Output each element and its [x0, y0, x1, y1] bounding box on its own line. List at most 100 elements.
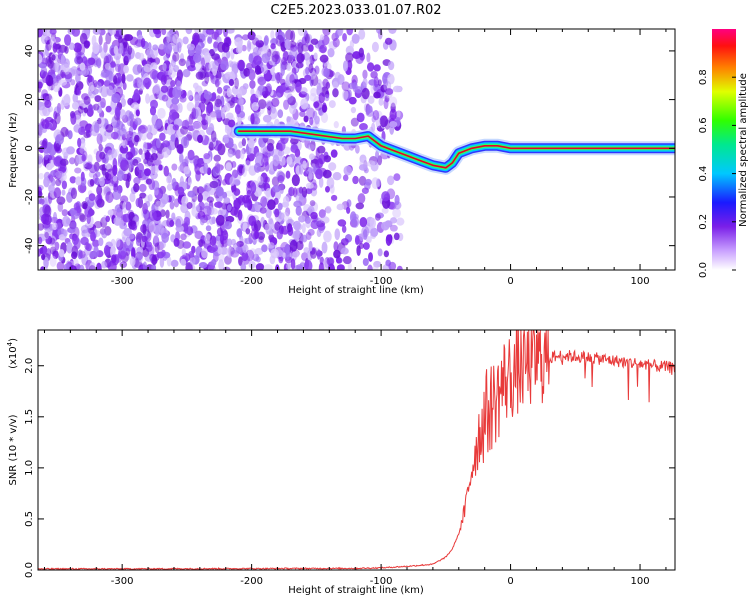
- noise-blob: [241, 44, 247, 52]
- noise-blob: [216, 29, 223, 36]
- noise-blob: [214, 98, 222, 108]
- noise-blob: [387, 175, 395, 186]
- noise-blob: [70, 79, 76, 86]
- noise-blob: [304, 216, 312, 224]
- noise-blob: [290, 137, 299, 145]
- noise-blob: [71, 69, 80, 76]
- noise-blob: [177, 41, 182, 53]
- colorbar-tick-label: 0.4: [698, 166, 709, 182]
- noise-blob: [133, 176, 141, 185]
- noise-blob: [44, 231, 49, 239]
- figure-title: C2E5.2023.033.01.07.R02: [270, 3, 441, 18]
- noise-blob: [234, 104, 241, 115]
- noise-blob: [73, 124, 82, 133]
- noise-blob: [281, 211, 290, 222]
- noise-blob: [317, 223, 326, 231]
- noise-blob: [265, 188, 272, 198]
- noise-blob: [38, 53, 43, 65]
- noise-blob: [277, 150, 285, 157]
- noise-blob: [388, 29, 397, 34]
- noise-blob: [207, 246, 216, 254]
- noise-blob: [235, 149, 242, 159]
- noise-blob: [152, 29, 160, 35]
- noise-blob: [40, 118, 46, 127]
- noise-blob: [274, 72, 283, 81]
- noise-blob: [49, 255, 57, 267]
- noise-blob: [257, 175, 264, 186]
- noise-blob: [101, 229, 108, 239]
- noise-blob: [118, 128, 127, 137]
- noise-blob: [342, 32, 347, 42]
- noise-blob: [201, 80, 209, 87]
- noise-blob: [186, 43, 196, 51]
- noise-blob: [320, 111, 328, 124]
- noise-blob: [66, 241, 73, 254]
- noise-blob: [287, 217, 293, 226]
- noise-blob: [300, 98, 309, 110]
- noise-blob: [161, 232, 169, 244]
- noise-blob: [377, 248, 383, 257]
- noise-blob: [255, 39, 265, 48]
- noise-blob: [343, 165, 353, 176]
- noise-blob: [241, 138, 247, 147]
- noise-blob: [337, 219, 347, 227]
- noise-blob: [106, 85, 114, 97]
- noise-blob: [358, 47, 364, 58]
- noise-blob: [234, 77, 239, 90]
- noise-blob: [148, 210, 157, 222]
- noise-blob: [271, 104, 276, 114]
- noise-blob: [277, 109, 284, 119]
- noise-blob: [121, 73, 126, 84]
- noise-blob: [79, 120, 89, 128]
- noise-blob: [117, 35, 123, 44]
- noise-blob: [376, 29, 383, 34]
- noise-blob: [309, 116, 314, 126]
- noise-blob: [384, 88, 394, 95]
- noise-blob: [249, 80, 256, 89]
- noise-blob: [83, 131, 91, 139]
- noise-blob: [224, 221, 232, 230]
- noise-blob: [143, 63, 152, 73]
- noise-blob: [237, 209, 243, 221]
- snr-ytick-label: 0.0: [24, 562, 35, 578]
- noise-blob: [267, 105, 272, 116]
- noise-blob: [209, 235, 217, 246]
- colorbar-tick-label: 0.0: [698, 262, 709, 278]
- noise-blob: [56, 196, 66, 205]
- noise-blob: [85, 161, 93, 169]
- noise-blob: [93, 245, 99, 258]
- noise-blob: [71, 101, 80, 110]
- noise-blob: [310, 139, 316, 152]
- noise-blob: [322, 29, 331, 36]
- noise-blob: [303, 115, 309, 123]
- noise-blob: [83, 60, 93, 67]
- noise-blob: [92, 239, 100, 248]
- noise-blob: [260, 172, 268, 185]
- noise-blob: [224, 102, 231, 112]
- noise-blob: [361, 87, 370, 100]
- noise-blob: [213, 41, 219, 49]
- noise-blob: [277, 29, 283, 39]
- noise-blob: [168, 109, 178, 121]
- noise-blob: [204, 72, 210, 84]
- noise-blob: [197, 134, 204, 144]
- noise-blob: [113, 216, 122, 226]
- noise-blob: [66, 146, 75, 155]
- noise-blob: [186, 202, 193, 210]
- noise-blob: [175, 225, 185, 232]
- noise-blob: [58, 249, 65, 258]
- noise-blob: [55, 142, 60, 152]
- noise-blob: [173, 64, 180, 73]
- noise-blob: [310, 38, 319, 45]
- noise-blob: [366, 62, 375, 72]
- noise-blob: [138, 52, 145, 61]
- noise-blob: [89, 251, 95, 260]
- noise-blob: [228, 78, 235, 87]
- noise-blob: [123, 33, 130, 42]
- noise-blob: [84, 206, 94, 218]
- noise-blob: [328, 100, 336, 109]
- noise-blob: [125, 151, 133, 160]
- noise-blob: [286, 93, 294, 104]
- noise-blob: [358, 242, 364, 249]
- noise-blob: [259, 207, 267, 214]
